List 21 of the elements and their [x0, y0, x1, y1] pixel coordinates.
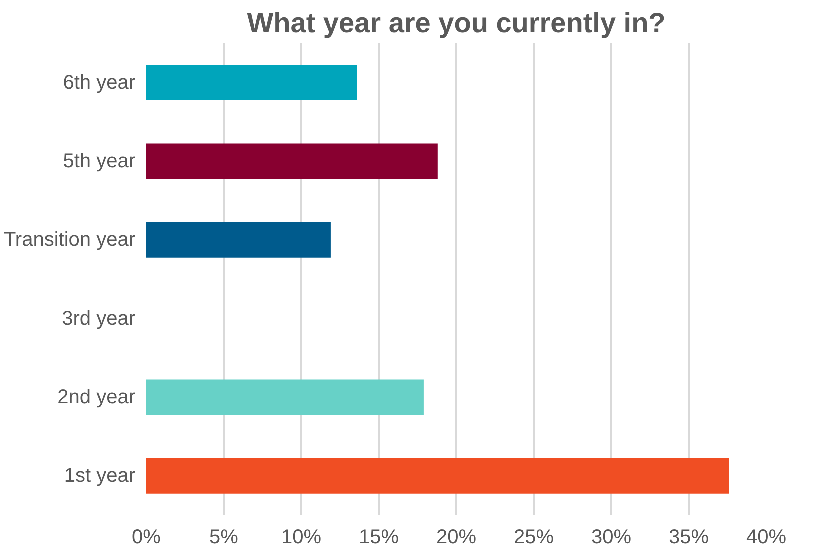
y-tick-label: 5th year — [63, 150, 136, 172]
y-tick-label: 1st year — [64, 465, 136, 488]
x-tick-label: 5% — [210, 526, 239, 548]
x-tick-label: 25% — [514, 526, 554, 548]
x-tick-label: 0% — [132, 526, 162, 548]
y-tick-label: 6th year — [63, 72, 136, 94]
x-tick-label: 30% — [591, 526, 632, 548]
x-tick-label: 40% — [746, 526, 787, 548]
x-tick-label: 20% — [436, 526, 477, 548]
bar — [146, 458, 730, 494]
x-tick-label: 35% — [668, 526, 710, 548]
bar — [146, 380, 424, 416]
x-tick-label: 15% — [358, 526, 400, 548]
bar — [146, 144, 438, 180]
y-tick-label: 2nd year — [58, 386, 136, 408]
chart-title: What year are you currently in? — [247, 8, 666, 38]
bar — [146, 222, 331, 258]
y-tick-label: Transition year — [4, 229, 136, 252]
bar — [146, 65, 358, 101]
y-tick-label: 3rd year — [62, 308, 136, 330]
x-tick-label: 10% — [281, 526, 322, 548]
